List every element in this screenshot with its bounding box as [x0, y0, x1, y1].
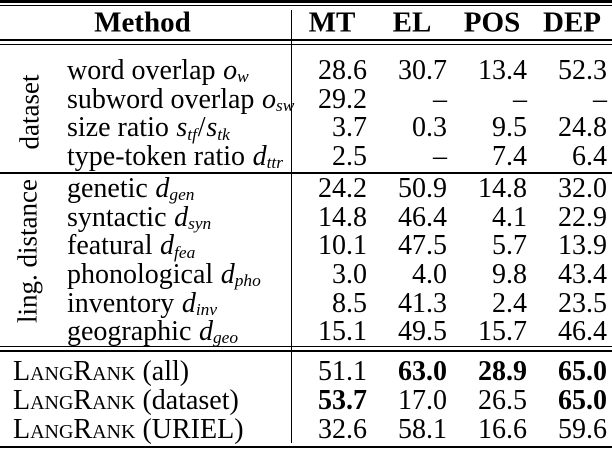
metric-cell: 9.8 — [492, 259, 527, 291]
col-header-dep: DEP — [543, 6, 601, 39]
metric-cell: 4.0 — [412, 259, 447, 291]
row-label: inventory dinv — [67, 287, 218, 319]
rule-dataset-ling-separator — [0, 172, 612, 174]
metric-cell: 32.6 — [318, 413, 367, 445]
rule-header-outer — [0, 38, 612, 41]
metric-cell: 49.5 — [398, 316, 447, 348]
method-column-header: Method — [94, 6, 191, 39]
row-label: type-token ratio dttr — [67, 140, 284, 173]
table-row: LangRank (dataset) 53.7 17.0 26.5 65.0 — [0, 387, 612, 416]
row-label: genetic dgen — [67, 173, 195, 205]
metric-cell: 59.6 — [558, 413, 607, 445]
row-label: LangRank (dataset) — [13, 385, 239, 417]
metric-cell: 4.1 — [492, 201, 527, 233]
col-header-el: EL — [392, 6, 432, 39]
rule-pre-langrank-outer — [0, 345, 612, 347]
metric-cell: 0.3 — [412, 112, 447, 144]
row-label: featural dfea — [67, 230, 196, 262]
metric-cell: 6.4 — [572, 140, 607, 172]
rule-bottom — [0, 446, 612, 449]
row-label: subword overlap osw — [67, 83, 295, 115]
table-row: type-token ratio dttr 2.5 – 7.4 6.4 — [0, 140, 612, 173]
row-label: size ratio stf/stk — [67, 112, 230, 144]
col-header-pos: POS — [463, 6, 521, 39]
column-divider — [290, 10, 293, 443]
metric-cell: 9.5 — [492, 112, 527, 144]
metric-cell: 13.4 — [478, 55, 527, 87]
rule-top-outer — [0, 0, 612, 3]
metric-cell: 2.4 — [492, 287, 527, 319]
metric-cell: 8.5 — [332, 287, 367, 319]
table-row: inventory dinv 8.5 41.3 2.4 23.5 — [0, 289, 612, 318]
table-row: featural dfea 10.1 47.5 5.7 13.9 — [0, 232, 612, 261]
metric-cell: 14.8 — [318, 201, 367, 233]
table-row: LangRank (URIEL) 32.6 58.1 16.6 59.6 — [0, 415, 612, 444]
metric-cell: 15.7 — [478, 316, 527, 348]
metric-cell: 65.0 — [558, 356, 607, 388]
metric-cell: – — [433, 83, 447, 115]
metric-cell: – — [513, 83, 527, 115]
rule-header-inner — [0, 43, 612, 45]
metric-cell: 13.9 — [558, 230, 607, 262]
table-row: phonological dpho 3.0 4.0 9.8 43.4 — [0, 261, 612, 290]
metric-cell: 17.0 — [398, 385, 447, 417]
metric-cell: 65.0 — [558, 385, 607, 417]
metric-cell: 46.4 — [558, 316, 607, 348]
rule-pre-langrank-inner — [0, 350, 612, 352]
metric-cell: 16.6 — [478, 413, 527, 445]
metric-cell: 46.4 — [398, 201, 447, 233]
metric-cell: 43.4 — [558, 259, 607, 291]
metric-cell: 24.8 — [558, 112, 607, 144]
table-row: genetic dgen 24.2 50.9 14.8 32.0 — [0, 175, 612, 204]
metric-cell: 22.9 — [558, 201, 607, 233]
table-row: LangRank (all) 51.1 63.0 28.9 65.0 — [0, 358, 612, 387]
header-row: Method MT EL POS DEP — [0, 8, 612, 38]
rule-top-inner — [0, 5, 612, 7]
metric-cell: 2.5 — [332, 140, 367, 172]
metric-cell: 51.1 — [318, 356, 367, 388]
table-row: subword overlap osw 29.2 – – – — [0, 83, 612, 115]
metric-cell: 41.3 — [398, 287, 447, 319]
metric-cell: 5.7 — [492, 230, 527, 262]
metric-cell: 52.3 — [558, 55, 607, 87]
metric-cell: 24.2 — [318, 173, 367, 205]
metric-cell: 7.4 — [492, 140, 527, 172]
metric-cell: 58.1 — [398, 413, 447, 445]
col-header-mt: MT — [308, 6, 356, 39]
metric-cell: 15.1 — [318, 316, 367, 348]
metric-cell: 28.6 — [318, 55, 367, 87]
table-row: word overlap ow 28.6 30.7 13.4 52.3 — [0, 57, 612, 86]
metric-cell: 26.5 — [478, 385, 527, 417]
metric-cell: 63.0 — [398, 356, 447, 388]
metric-cell: 28.9 — [478, 356, 527, 388]
row-label: LangRank (all) — [13, 356, 190, 388]
row-label: word overlap ow — [67, 55, 249, 87]
metric-cell: 14.8 — [478, 173, 527, 205]
metric-cell: 10.1 — [318, 230, 367, 262]
metric-cell: 3.7 — [332, 112, 367, 144]
metric-cell: 29.2 — [318, 83, 367, 115]
table-row: geographic dgeo 15.1 49.5 15.7 46.4 — [0, 318, 612, 347]
metric-cell: – — [593, 83, 607, 115]
metric-cell: 50.9 — [398, 173, 447, 205]
metric-cell: – — [433, 140, 447, 172]
metric-cell: 30.7 — [398, 55, 447, 87]
table-row: syntactic dsyn 14.8 46.4 4.1 22.9 — [0, 201, 612, 233]
metric-cell: 32.0 — [558, 173, 607, 205]
metric-cell: 3.0 — [332, 259, 367, 291]
metric-cell: 53.7 — [318, 385, 367, 417]
metric-cell: 47.5 — [398, 230, 447, 262]
metric-cell: 23.5 — [558, 287, 607, 319]
row-label: LangRank (URIEL) — [13, 413, 244, 445]
row-label: geographic dgeo — [67, 316, 239, 348]
row-label: syntactic dsyn — [67, 201, 212, 233]
row-label: phonological dpho — [67, 259, 261, 291]
table-row: size ratio stf/stk 3.7 0.3 9.5 24.8 — [0, 114, 612, 143]
